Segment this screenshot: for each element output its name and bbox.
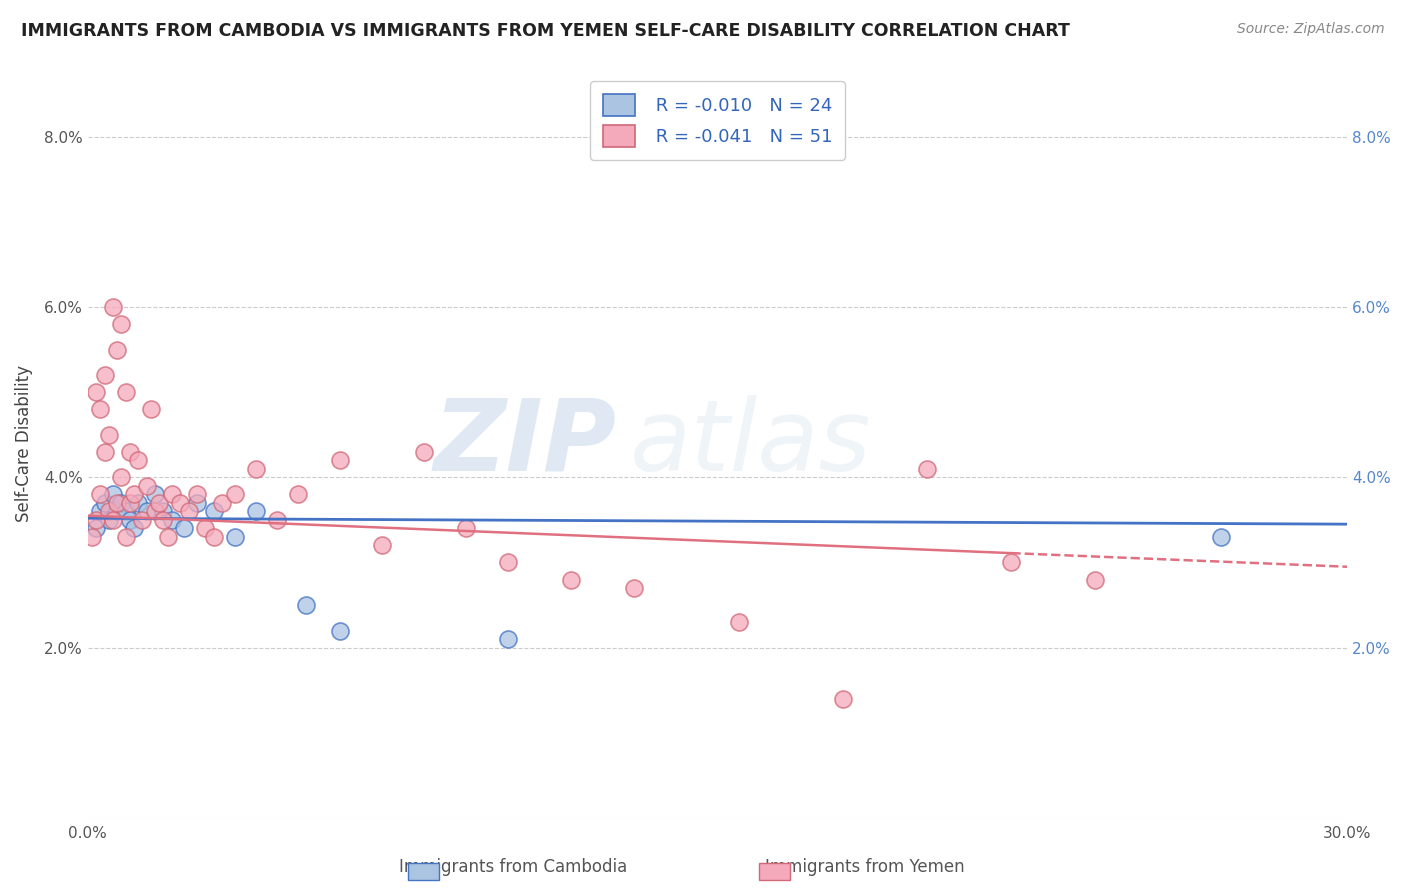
Point [266, 513, 288, 527]
Point [89, 487, 111, 501]
Point [186, 487, 208, 501]
Point [139, 402, 162, 417]
Point [202, 530, 225, 544]
Point [97, 427, 120, 442]
Point [93, 496, 115, 510]
Point [148, 496, 170, 510]
Point [93, 444, 115, 458]
Point [496, 632, 519, 647]
Point [143, 487, 166, 501]
Point [177, 504, 200, 518]
Point [114, 504, 136, 518]
Point [160, 487, 183, 501]
Point [329, 624, 352, 638]
Point [173, 521, 195, 535]
Point [245, 504, 267, 518]
Text: IMMIGRANTS FROM CAMBODIA VS IMMIGRANTS FROM YEMEN SELF-CARE DISABILITY CORRELATI: IMMIGRANTS FROM CAMBODIA VS IMMIGRANTS F… [21, 22, 1070, 40]
Point [160, 513, 183, 527]
Point [105, 343, 128, 357]
Point [194, 521, 217, 535]
Y-axis label: Self-Care Disability: Self-Care Disability [15, 365, 32, 522]
Point [118, 444, 141, 458]
Point [114, 530, 136, 544]
Text: Source: ZipAtlas.com: Source: ZipAtlas.com [1237, 22, 1385, 37]
Point [135, 504, 157, 518]
Point [1084, 573, 1107, 587]
Point [101, 487, 124, 501]
Point [623, 581, 645, 595]
Point [101, 300, 124, 314]
Point [93, 368, 115, 383]
Point [89, 504, 111, 518]
Point [727, 615, 749, 629]
Point [105, 504, 128, 518]
Point [152, 504, 174, 518]
Point [202, 504, 225, 518]
Point [832, 691, 855, 706]
Point [370, 538, 392, 552]
Point [127, 496, 149, 510]
Point [122, 487, 145, 501]
Point [84, 521, 107, 535]
Point [560, 573, 582, 587]
Point [131, 513, 153, 527]
Point [245, 462, 267, 476]
Point [110, 470, 132, 484]
Point [89, 402, 111, 417]
Point [135, 479, 157, 493]
Point [224, 530, 246, 544]
Point [122, 521, 145, 535]
Point [917, 462, 939, 476]
Point [118, 496, 141, 510]
Point [118, 513, 141, 527]
Point [211, 496, 233, 510]
Point [186, 496, 208, 510]
Point [295, 598, 318, 612]
Point [1211, 530, 1233, 544]
Text: Immigrants from Cambodia: Immigrants from Cambodia [399, 858, 627, 876]
Point [454, 521, 477, 535]
Text: Immigrants from Yemen: Immigrants from Yemen [765, 858, 965, 876]
Point [80, 530, 103, 544]
Point [143, 504, 166, 518]
Point [224, 487, 246, 501]
Point [84, 513, 107, 527]
Point [97, 504, 120, 518]
Point [101, 513, 124, 527]
Point [152, 513, 174, 527]
Point [412, 444, 434, 458]
Point [84, 385, 107, 400]
Point [287, 487, 309, 501]
Point [110, 317, 132, 331]
Legend:  R = -0.010   N = 24,  R = -0.041   N = 51: R = -0.010 N = 24, R = -0.041 N = 51 [591, 81, 845, 160]
Point [169, 496, 191, 510]
Point [496, 556, 519, 570]
Point [1000, 556, 1022, 570]
Point [105, 496, 128, 510]
Point [114, 385, 136, 400]
Text: atlas: atlas [630, 395, 872, 491]
Point [329, 453, 352, 467]
Point [97, 513, 120, 527]
Point [156, 530, 179, 544]
Point [110, 496, 132, 510]
Text: ZIP: ZIP [434, 395, 617, 491]
Point [127, 453, 149, 467]
